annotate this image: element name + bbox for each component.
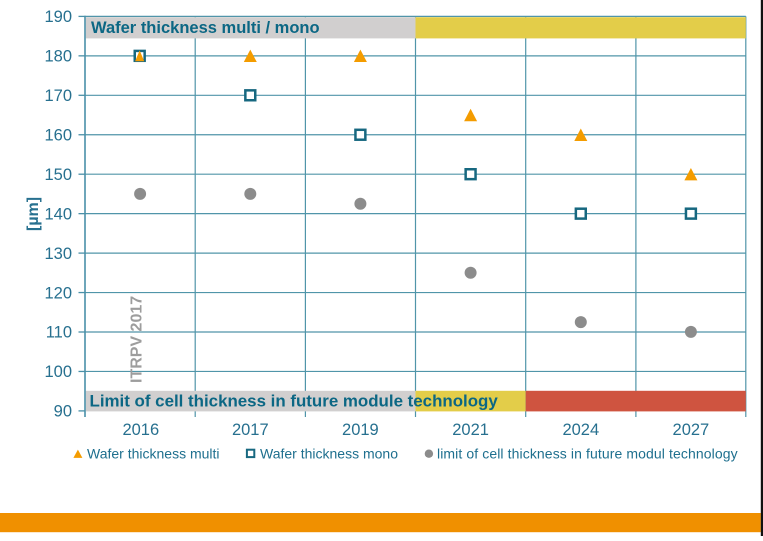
svg-text:2019: 2019 — [342, 421, 379, 439]
svg-text:130: 130 — [44, 245, 72, 263]
svg-text:110: 110 — [46, 324, 72, 342]
svg-text:limit of cell thickness in fut: limit of cell thickness in future modul … — [437, 446, 738, 462]
svg-text:120: 120 — [44, 284, 72, 302]
svg-text:Wafer thickness multi / mono: Wafer thickness multi / mono — [91, 19, 320, 37]
svg-text:2017: 2017 — [232, 421, 269, 439]
svg-text:2021: 2021 — [452, 421, 489, 439]
svg-text:180: 180 — [44, 48, 72, 66]
svg-text:2016: 2016 — [122, 421, 159, 439]
svg-text:160: 160 — [44, 126, 72, 144]
svg-text:100: 100 — [44, 363, 72, 381]
svg-text:170: 170 — [44, 87, 72, 105]
svg-text:2027: 2027 — [673, 421, 710, 439]
svg-text:90: 90 — [54, 403, 72, 421]
svg-text:190: 190 — [44, 8, 72, 26]
svg-text:Limit of cell thickness in fut: Limit of cell thickness in future module… — [90, 392, 499, 411]
svg-text:[µm]: [µm] — [25, 197, 42, 231]
svg-text:150: 150 — [44, 166, 72, 184]
svg-text:140: 140 — [44, 205, 72, 223]
svg-text:Wafer thickness mono: Wafer thickness mono — [260, 446, 398, 462]
svg-text:2024: 2024 — [562, 421, 599, 439]
svg-text:Wafer thickness multi: Wafer thickness multi — [87, 446, 220, 462]
svg-text:ITRPV 2017: ITRPV 2017 — [129, 296, 146, 383]
